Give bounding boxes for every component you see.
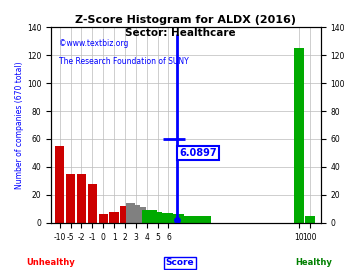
Bar — [191, 216, 200, 223]
Bar — [175, 214, 184, 223]
Text: 6.0897: 6.0897 — [179, 148, 217, 158]
Text: Sector: Healthcare: Sector: Healthcare — [125, 28, 235, 38]
Text: ©www.textbiz.org: ©www.textbiz.org — [59, 39, 129, 48]
Text: Score: Score — [166, 258, 194, 267]
Bar — [148, 210, 157, 223]
Y-axis label: Number of companies (670 total): Number of companies (670 total) — [15, 61, 24, 189]
Bar — [99, 214, 108, 223]
Title: Z-Score Histogram for ALDX (2016): Z-Score Histogram for ALDX (2016) — [75, 15, 296, 25]
Bar — [142, 210, 151, 223]
Bar — [55, 146, 64, 223]
Bar — [66, 174, 75, 223]
Bar — [305, 216, 315, 223]
Bar — [169, 214, 179, 223]
Bar — [88, 184, 97, 223]
Bar — [158, 213, 168, 223]
Bar — [120, 206, 130, 223]
Bar — [126, 203, 135, 223]
Bar — [180, 216, 189, 223]
Bar — [294, 48, 303, 223]
Text: Healthy: Healthy — [295, 258, 332, 267]
Bar — [186, 216, 195, 223]
Bar — [197, 216, 206, 223]
Bar — [77, 174, 86, 223]
Bar — [164, 213, 173, 223]
Bar — [109, 212, 119, 223]
Bar — [131, 205, 140, 223]
Bar — [137, 207, 146, 223]
Text: The Research Foundation of SUNY: The Research Foundation of SUNY — [59, 56, 189, 66]
Bar — [202, 216, 211, 223]
Bar — [153, 212, 162, 223]
Text: Unhealthy: Unhealthy — [26, 258, 75, 267]
